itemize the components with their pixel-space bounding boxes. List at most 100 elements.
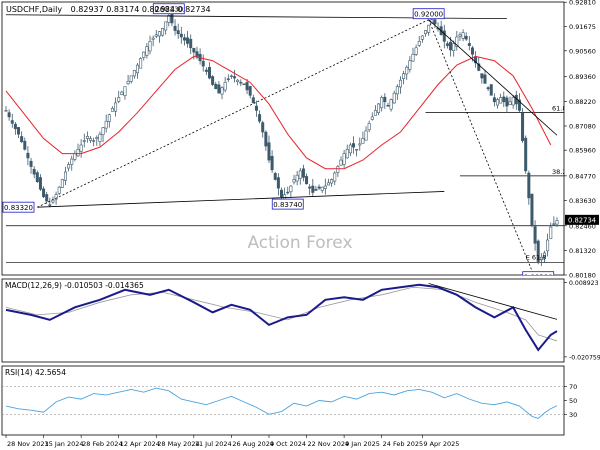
candle-body-174 bbox=[549, 226, 553, 239]
y-tick-label-8: 0.83630 bbox=[569, 197, 596, 205]
candle-body-134 bbox=[424, 30, 428, 34]
candle-body-164 bbox=[517, 99, 521, 111]
pivot-box-3 bbox=[2, 201, 35, 213]
candle-body-29 bbox=[95, 137, 99, 139]
candle-body-77 bbox=[245, 82, 249, 91]
y-tick-label-9: 0.82460 bbox=[569, 222, 596, 230]
x-tick-label-0: 28 Nov 2023 bbox=[7, 440, 49, 448]
macd-signal-line bbox=[5, 286, 558, 342]
candle-body-78 bbox=[248, 86, 252, 96]
candle-body-101 bbox=[320, 186, 324, 191]
y-tick-label-0: 0.92810 bbox=[569, 0, 596, 7]
pivot-box-0 bbox=[152, 3, 185, 15]
candle-body-128 bbox=[405, 66, 409, 75]
candle-body-152 bbox=[480, 73, 484, 79]
candle-body-76 bbox=[242, 83, 246, 85]
candle-body-166 bbox=[524, 137, 528, 172]
candle-body-61 bbox=[195, 51, 199, 57]
candle-body-108 bbox=[342, 153, 346, 165]
candle-body-27 bbox=[89, 138, 93, 141]
candle-body-127 bbox=[402, 73, 406, 79]
candle-body-41 bbox=[132, 70, 136, 77]
candle-body-70 bbox=[223, 82, 227, 91]
candle-body-5 bbox=[20, 136, 24, 143]
candle-body-115 bbox=[364, 130, 368, 141]
candle-body-154 bbox=[486, 87, 490, 90]
candle-body-81 bbox=[258, 114, 262, 122]
candle-body-123 bbox=[389, 99, 393, 110]
y-tick-label-5: 0.87080 bbox=[569, 122, 596, 130]
chart-header: USDCHF,Daily 0.82937 0.83174 0.82684 0.8… bbox=[6, 5, 211, 14]
candle-body-40 bbox=[129, 75, 133, 82]
candle-body-118 bbox=[373, 110, 377, 116]
candle-body-65 bbox=[207, 67, 211, 79]
candle-body-31 bbox=[101, 127, 105, 135]
candle-body-170 bbox=[536, 240, 540, 262]
candle-body-130 bbox=[411, 53, 415, 62]
candle-body-88 bbox=[279, 189, 283, 198]
candle-body-94 bbox=[298, 170, 302, 179]
candle-body-143 bbox=[452, 43, 456, 51]
candle-body-95 bbox=[301, 168, 305, 178]
candle-body-107 bbox=[339, 159, 343, 166]
candle-body-34 bbox=[110, 107, 114, 112]
candle-body-157 bbox=[496, 99, 500, 106]
pivot-box-4 bbox=[522, 271, 555, 275]
candle-body-173 bbox=[546, 239, 550, 252]
x-tick-label-11: 9 Apr 2025 bbox=[423, 440, 459, 448]
level-label-0: 61.8 bbox=[552, 104, 566, 112]
candle-body-93 bbox=[295, 174, 299, 182]
macd-plot bbox=[5, 283, 558, 352]
candle-body-129 bbox=[408, 60, 412, 70]
candle-body-83 bbox=[264, 131, 268, 147]
axes: 0.92810 0.91675 0.90560 0.89360 0.88220 0.870… bbox=[5, 0, 600, 448]
last-price-label: 0.82734 bbox=[568, 216, 596, 224]
candle-body-122 bbox=[386, 105, 390, 107]
candle-body-56 bbox=[179, 33, 183, 38]
candle-body-82 bbox=[261, 122, 265, 133]
pivot-label-0: 0.92230 bbox=[154, 6, 183, 14]
candle-body-2 bbox=[10, 120, 14, 124]
candle-body-23 bbox=[76, 148, 80, 157]
candle-body-43 bbox=[139, 58, 143, 69]
candle-body-80 bbox=[254, 105, 258, 111]
candle-body-161 bbox=[508, 101, 512, 105]
rsi-plot bbox=[2, 386, 564, 419]
x-tick-label-1: 15 Jan 2024 bbox=[45, 440, 84, 448]
candle-body-124 bbox=[392, 92, 396, 104]
y-tick-label-10: 0.81320 bbox=[569, 247, 596, 255]
moving-average-line bbox=[5, 55, 552, 170]
candle-body-153 bbox=[483, 74, 487, 84]
x-tick-label-5: 11 Jul 2024 bbox=[195, 440, 232, 448]
candle-body-140 bbox=[442, 30, 446, 42]
macd-title: MACD(12,26,9) -0.010503 -0.014365 bbox=[5, 281, 144, 290]
candle-body-73 bbox=[233, 76, 237, 79]
candle-body-141 bbox=[445, 43, 449, 46]
candle-body-99 bbox=[314, 189, 318, 191]
candle-body-0 bbox=[4, 110, 8, 112]
candle-body-7 bbox=[26, 152, 30, 159]
candle-body-106 bbox=[336, 166, 340, 173]
candle-body-63 bbox=[201, 60, 205, 67]
candle-body-45 bbox=[145, 46, 149, 56]
candle-body-103 bbox=[326, 182, 330, 186]
candle-body-121 bbox=[383, 96, 387, 103]
candle-body-125 bbox=[395, 86, 399, 95]
candle-body-91 bbox=[289, 185, 293, 193]
candle-body-68 bbox=[217, 84, 221, 94]
candle-body-160 bbox=[505, 97, 509, 107]
candle-body-17 bbox=[57, 186, 61, 194]
candle-body-37 bbox=[120, 91, 124, 95]
pivot-box-2 bbox=[271, 198, 304, 210]
candle-body-169 bbox=[533, 226, 537, 244]
macd-tick-label-1: -0.020759 bbox=[569, 354, 600, 361]
main-plot: 61.8 38.2 0.92230 0.92000 0.83740 0.83320 0.80… bbox=[2, 3, 566, 275]
candle-body-52 bbox=[167, 15, 171, 23]
candle-body-38 bbox=[123, 86, 127, 96]
y-tick-label-1: 0.91675 bbox=[569, 23, 596, 31]
candle-body-132 bbox=[417, 41, 421, 46]
candle-body-35 bbox=[114, 102, 118, 112]
candle-body-6 bbox=[23, 140, 27, 150]
rsi-tick-label-0: 70 bbox=[569, 383, 577, 391]
